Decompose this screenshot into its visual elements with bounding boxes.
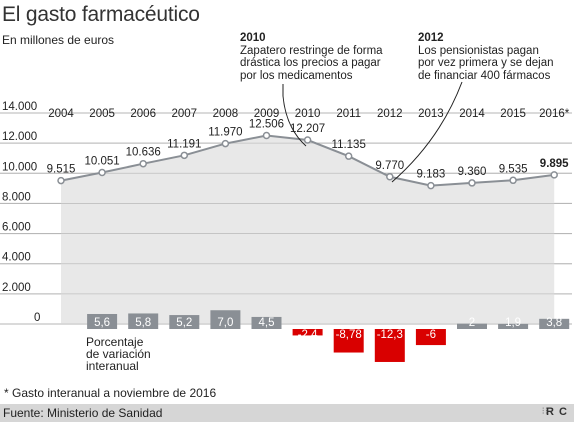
x-tick-label: 2006 [130, 108, 156, 120]
variation-bar [87, 313, 118, 329]
annotation-2012: 2012 Los pensionistas pagan por vez prim… [418, 32, 574, 82]
data-point [468, 179, 476, 187]
source-text: Fuente: Ministerio de Sanidad [3, 406, 163, 420]
bar-series-label: interanual [86, 359, 139, 373]
variation-bar [457, 323, 487, 329]
bar-value-label: 7,0 [217, 317, 233, 329]
bar-value-label: -2,4 [298, 329, 318, 341]
bar-value-label: 4,5 [259, 317, 275, 329]
point-value-label: 12.506 [249, 119, 284, 131]
point-value-label: 11.191 [167, 138, 201, 150]
point-value-label: 10.051 [85, 156, 120, 168]
bar-value-label: -12,3 [377, 329, 403, 341]
variation-bar [415, 329, 446, 346]
bar-series-label: de variación [86, 347, 151, 361]
x-tick-label: 2011 [336, 108, 361, 120]
data-point [98, 168, 106, 177]
y-tick-label: 12.000 [2, 131, 37, 143]
bar-value-label: 5,6 [94, 317, 110, 329]
x-tick-label: 2014 [459, 108, 485, 120]
y-tick-label: 2.000 [2, 282, 31, 294]
data-point [427, 181, 435, 190]
data-point [303, 136, 312, 144]
variation-bar [210, 310, 241, 329]
variation-bar [251, 316, 282, 329]
pharma-spending-chart: 0 2.000 4.000 6.000 8.000 10.000 12.000 14.000 2… [0, 81, 572, 373]
annotation-year: 2010 [240, 32, 266, 44]
point-value-label: 9.895 [540, 158, 569, 170]
y-tick-label: 14.000 [2, 101, 37, 113]
data-point [509, 176, 517, 185]
bar-value-label: -6 [426, 329, 436, 341]
point-value-label: 10.636 [126, 147, 161, 159]
footnote: * Gasto interanual a noviembre de 2016 [4, 386, 217, 400]
bar-value-label: -8,78 [336, 329, 362, 341]
point-value-label: 11.970 [208, 127, 242, 139]
y-tick-label: 8.000 [2, 191, 31, 203]
point-value-label: 9.535 [499, 163, 528, 175]
bar-series-label: Porcentaje [86, 335, 144, 349]
annotation-leader-2012 [391, 81, 463, 183]
x-tick-label: 2010 [295, 108, 321, 120]
variation-bar [539, 318, 570, 329]
variation-bar [128, 313, 159, 329]
y-tick-label: 4.000 [2, 252, 31, 264]
data-point [386, 173, 394, 181]
variation-bar [169, 315, 200, 329]
logo-mark: ⁝⁝ [541, 406, 548, 417]
annotation-line: Los pensionistas pagan [418, 44, 539, 57]
point-value-label: 12.207 [290, 123, 325, 135]
point-value-label: 9.360 [458, 166, 487, 178]
bar-value-label: 2 [469, 317, 475, 329]
x-tick-label: 2007 [172, 108, 198, 120]
point-value-label: 9.770 [375, 160, 404, 172]
bar-value-label: 1,9 [505, 317, 521, 329]
x-tick-label: 2009 [254, 108, 280, 120]
area-fill [61, 135, 555, 324]
x-tick-label: 2005 [89, 108, 115, 120]
bar-value-label: 3,8 [546, 317, 562, 329]
point-value-label: 9.515 [47, 164, 76, 176]
y-tick-label: 10.000 [2, 161, 37, 173]
x-tick-label: 2013 [418, 108, 444, 120]
y-tick-label: 6.000 [2, 222, 31, 234]
variation-bar [374, 329, 405, 362]
point-value-label: 11.135 [332, 139, 366, 151]
data-point [57, 176, 65, 185]
bar-value-label: 5,2 [176, 317, 192, 329]
data-point [262, 131, 271, 140]
data-point [344, 152, 353, 160]
x-tick-label: 2016* [539, 108, 570, 120]
chart-title: El gasto farmacéutico [2, 3, 200, 26]
annotation-line: de financiar 400 fármacos [418, 69, 551, 82]
x-tick-label: 2012 [377, 108, 403, 120]
annotation-2010: 2010 Zapatero restringe de forma drástic… [240, 32, 410, 82]
annotation-line: por vez primera y se dejan [418, 57, 554, 69]
variation-bar [498, 323, 529, 329]
annotation-leader-2010 [282, 84, 307, 147]
variation-bar [333, 329, 364, 353]
bar-value-label: 5,8 [135, 317, 151, 329]
x-tick-label: 2008 [213, 108, 239, 120]
variation-bar [292, 329, 323, 336]
point-value-label: 9.183 [417, 169, 446, 181]
annotation-line: por los medicamentos [240, 69, 353, 82]
data-point [221, 139, 230, 148]
footer-bar: Fuente: Ministerio de Sanidad ⁝⁝ R C [0, 404, 574, 422]
data-point [139, 159, 147, 168]
chart-subtitle: En millones de euros [2, 33, 115, 47]
logo-text: R C [546, 406, 568, 418]
data-point [550, 171, 558, 179]
x-tick-label: 2004 [48, 108, 74, 120]
data-point [180, 151, 189, 160]
annotation-line: drástica los precios a pagar [240, 57, 381, 69]
annotation-year: 2012 [418, 32, 444, 44]
x-tick-label: 2015 [500, 108, 526, 120]
annotation-line: Zapatero restringe de forma [240, 44, 383, 57]
y-tick-label: 0 [34, 312, 40, 324]
